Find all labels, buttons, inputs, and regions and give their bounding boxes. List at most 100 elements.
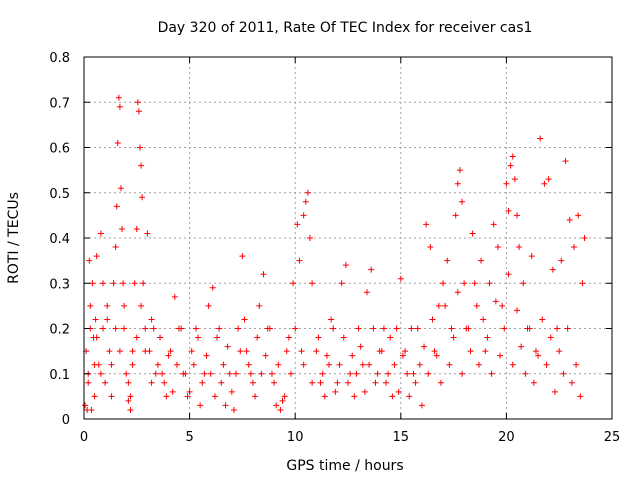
data-point xyxy=(399,352,406,359)
data-point xyxy=(195,334,202,341)
data-point xyxy=(545,176,552,183)
data-point xyxy=(135,108,142,115)
data-point xyxy=(154,361,161,368)
y-tick-label: 0.3 xyxy=(49,277,70,292)
data-point xyxy=(226,370,233,377)
plot-frame xyxy=(83,56,613,420)
data-point xyxy=(359,361,366,368)
data-point xyxy=(152,370,159,377)
x-tick-label: 5 xyxy=(185,430,193,445)
x-tick-label: 25 xyxy=(604,430,621,445)
data-point xyxy=(383,379,390,386)
y-tick-label: 0 xyxy=(62,413,70,428)
data-point xyxy=(478,257,485,264)
data-point xyxy=(581,235,588,241)
data-point xyxy=(209,284,216,291)
data-point xyxy=(136,144,143,151)
data-point xyxy=(173,361,180,368)
data-point xyxy=(300,361,307,368)
data-point xyxy=(560,370,567,377)
data-point xyxy=(535,352,542,359)
data-point xyxy=(516,244,523,251)
data-point xyxy=(509,361,516,368)
data-point xyxy=(355,325,362,332)
data-point xyxy=(482,348,489,355)
data-point xyxy=(543,361,550,368)
data-point xyxy=(387,334,394,341)
data-point xyxy=(249,379,256,386)
data-point xyxy=(366,361,373,368)
data-point xyxy=(138,302,145,309)
data-point xyxy=(260,271,267,278)
data-point xyxy=(142,348,149,355)
data-point xyxy=(192,325,199,332)
data-point xyxy=(505,271,512,278)
data-point xyxy=(201,370,208,377)
data-point xyxy=(323,352,330,359)
grid xyxy=(84,57,612,419)
data-point xyxy=(471,280,478,287)
data-point xyxy=(218,379,225,386)
data-point xyxy=(116,348,123,355)
data-point xyxy=(88,406,95,413)
data-point xyxy=(296,257,303,264)
data-point xyxy=(456,167,463,174)
data-point xyxy=(298,348,305,355)
data-point xyxy=(480,316,487,323)
data-point xyxy=(220,361,227,368)
data-point xyxy=(361,388,368,395)
data-point xyxy=(239,253,246,260)
data-point xyxy=(463,325,470,332)
data-point xyxy=(106,348,113,355)
data-point xyxy=(119,225,126,232)
data-point xyxy=(287,370,294,377)
data-point xyxy=(82,402,89,409)
data-point xyxy=(484,334,491,341)
data-point xyxy=(547,334,554,341)
y-tick-labels: 0 0.1 0.2 0.3 0.4 0.5 0.6 0.7 0.8 xyxy=(49,51,70,428)
data-point xyxy=(139,194,146,201)
data-point xyxy=(492,298,499,305)
data-point xyxy=(142,325,149,332)
data-point xyxy=(235,325,242,332)
data-point xyxy=(501,325,508,332)
data-point xyxy=(157,334,164,341)
data-point xyxy=(113,203,120,210)
data-point xyxy=(351,393,358,400)
x-axis-label: GPS time / hours xyxy=(286,458,403,474)
data-point xyxy=(452,212,459,219)
data-point xyxy=(203,352,210,359)
data-point xyxy=(573,361,580,368)
data-point xyxy=(429,316,436,323)
data-point xyxy=(554,325,561,332)
data-point xyxy=(549,266,556,273)
data-point xyxy=(115,94,122,101)
data-point xyxy=(395,388,402,395)
data-point xyxy=(404,370,411,377)
data-point xyxy=(577,393,584,400)
y-axis-label: ROTI / TECUs xyxy=(6,192,22,284)
y-tick-label: 0.2 xyxy=(49,323,70,338)
data-point xyxy=(169,388,176,395)
data-point xyxy=(121,325,128,332)
y-tick-label: 0.5 xyxy=(49,187,70,202)
data-point xyxy=(281,393,288,400)
data-point xyxy=(345,379,351,386)
data-point xyxy=(416,361,423,368)
data-point xyxy=(473,302,480,309)
data-point xyxy=(442,302,449,309)
data-point xyxy=(321,393,328,400)
data-point xyxy=(92,316,99,323)
data-point xyxy=(454,180,461,187)
data-point xyxy=(100,325,107,332)
x-tick-label: 15 xyxy=(393,430,410,445)
data-point xyxy=(178,325,185,332)
data-point xyxy=(372,379,379,386)
data-point xyxy=(302,198,309,205)
data-point xyxy=(144,230,151,237)
data-point xyxy=(532,348,539,355)
data-point xyxy=(334,379,341,386)
data-point xyxy=(397,275,404,282)
data-point xyxy=(108,361,115,368)
